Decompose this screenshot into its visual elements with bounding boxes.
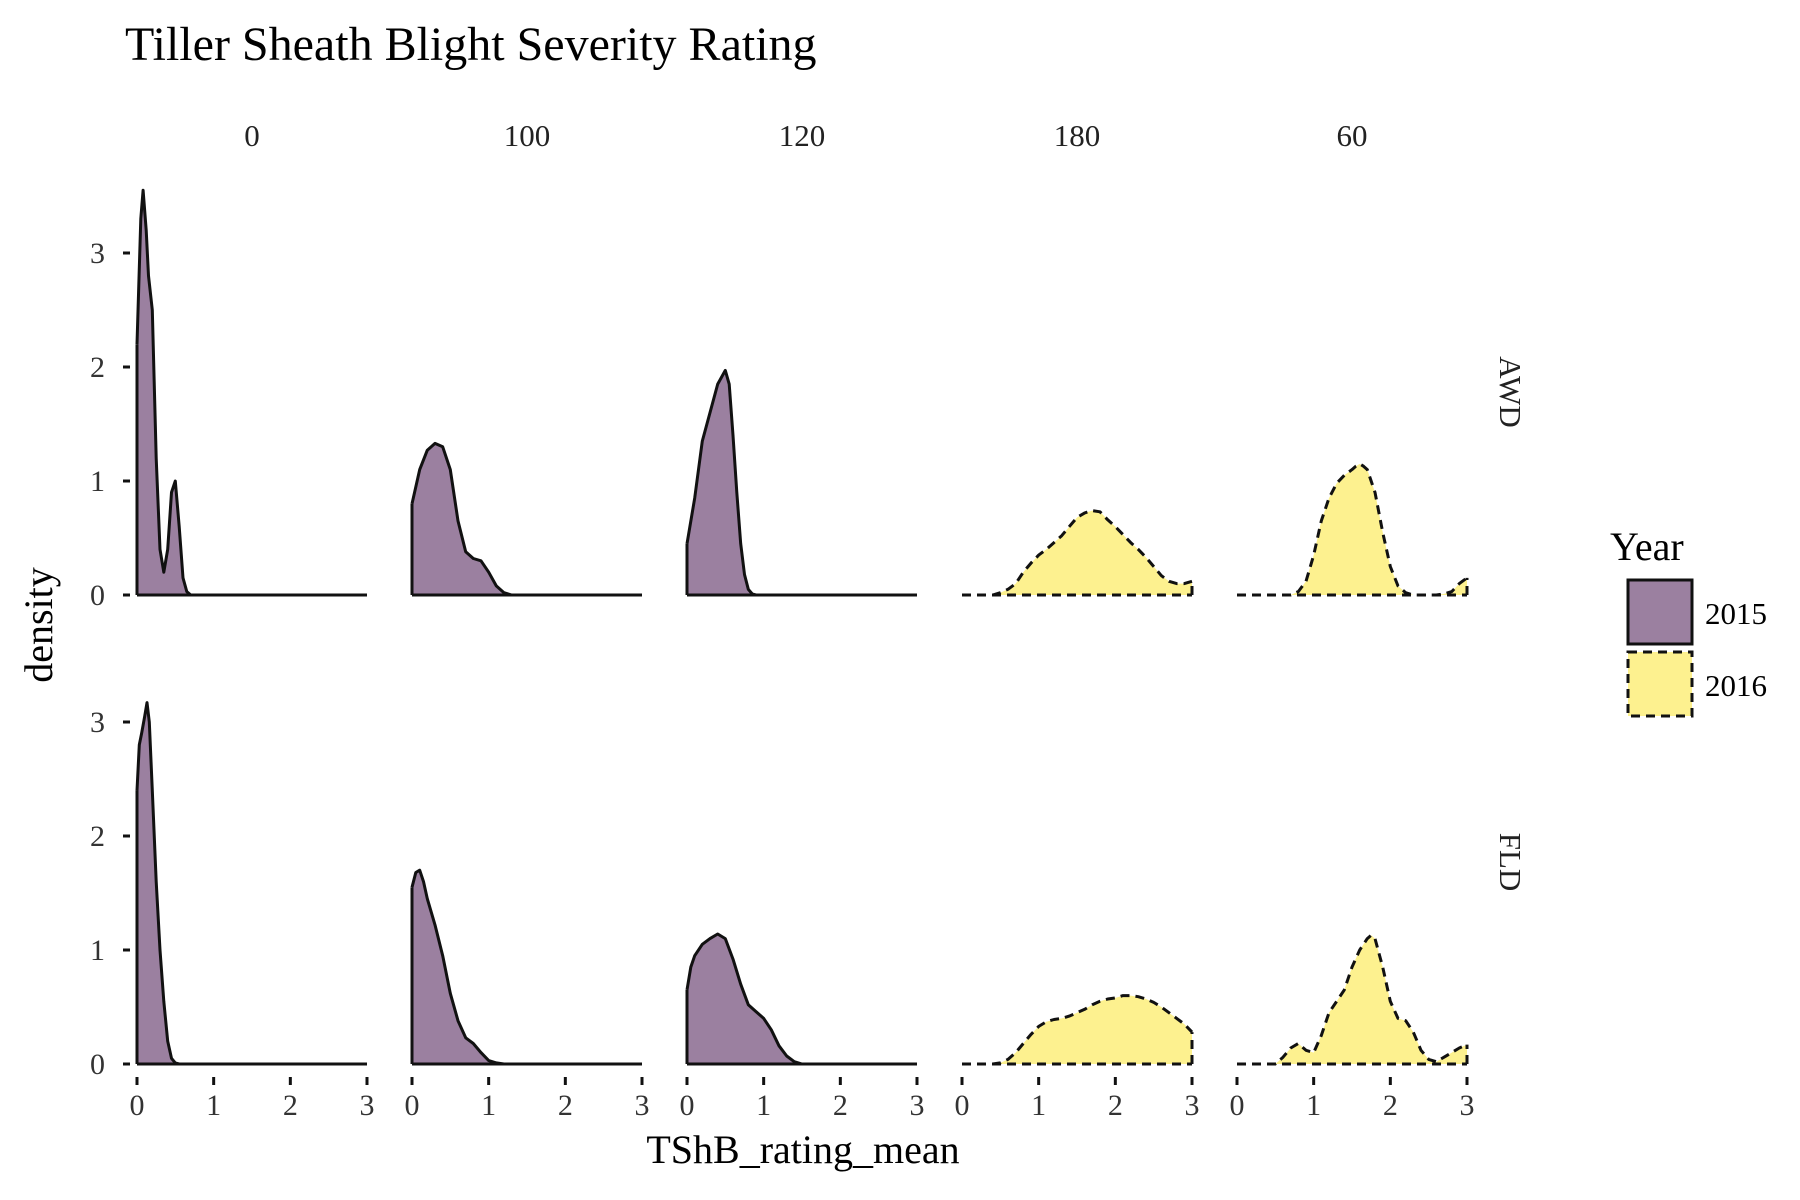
y-tick-label: 2 xyxy=(90,820,105,853)
x-axis-title: TShB_rating_mean xyxy=(646,1127,959,1172)
x-tick-label: 3 xyxy=(635,1089,650,1122)
density-panel xyxy=(685,368,917,597)
density-area xyxy=(1237,935,1467,1064)
density-area xyxy=(687,370,917,595)
x-tick-label: 3 xyxy=(1185,1089,1200,1122)
density-panel xyxy=(135,701,367,1066)
density-line xyxy=(962,509,1193,597)
x-tick-label: 3 xyxy=(360,1089,375,1122)
column-strip-label: 180 xyxy=(1054,118,1101,153)
density-area xyxy=(137,190,367,596)
y-tick-label: 0 xyxy=(90,1048,105,1081)
x-tick-label: 1 xyxy=(481,1089,496,1122)
density-area xyxy=(412,870,642,1064)
legend-key xyxy=(1626,578,1694,646)
column-strip-label: 0 xyxy=(244,118,260,153)
x-tick-label: 2 xyxy=(558,1089,573,1122)
x-tick-label: 0 xyxy=(955,1089,970,1122)
density-panel xyxy=(685,932,917,1066)
x-tick-label: 2 xyxy=(1108,1089,1123,1122)
x-tick-label: 0 xyxy=(1230,1089,1245,1122)
y-axes: 0 1 2 3 0 1 2 3 xyxy=(90,237,130,1081)
y-tick-label: 1 xyxy=(90,934,105,967)
density-area xyxy=(962,995,1192,1064)
legend-key xyxy=(1626,650,1694,718)
density-line xyxy=(685,932,917,1066)
x-tick-label: 2 xyxy=(833,1089,848,1122)
chart-title: Tiller Sheath Blight Severity Rating xyxy=(125,18,817,71)
density-area xyxy=(687,934,917,1064)
density-panel xyxy=(962,994,1194,1066)
density-panel xyxy=(962,509,1194,597)
row-strip-label: AWD xyxy=(1493,356,1528,428)
y-axis-title: density xyxy=(16,567,61,683)
density-panel xyxy=(410,868,642,1066)
x-tick-label: 1 xyxy=(1031,1089,1046,1122)
column-strips: 0 100 120 180 60 xyxy=(244,118,1367,153)
density-area xyxy=(137,702,367,1064)
density-panel xyxy=(1237,462,1469,597)
column-strip-label: 100 xyxy=(504,118,551,153)
x-tick-label: 1 xyxy=(206,1089,221,1122)
y-tick-label: 0 xyxy=(90,579,105,612)
legend-title: Year xyxy=(1610,524,1684,569)
density-panel xyxy=(410,441,642,597)
legend: Year 2015 2016 xyxy=(1610,524,1767,718)
x-tick-label: 0 xyxy=(130,1089,145,1122)
y-tick-label: 1 xyxy=(90,465,105,498)
legend-entry: 2015 xyxy=(1626,578,1767,646)
x-tick-label: 1 xyxy=(756,1089,771,1122)
density-panel xyxy=(135,188,367,597)
density-area xyxy=(412,443,642,595)
density-panel xyxy=(1237,933,1469,1066)
density-area xyxy=(1237,463,1467,595)
legend-label: 2016 xyxy=(1705,668,1767,703)
facet-panels xyxy=(135,188,1469,1066)
density-line xyxy=(135,701,367,1066)
x-tick-label: 3 xyxy=(1460,1089,1475,1122)
density-area xyxy=(962,510,1192,595)
x-tick-label: 0 xyxy=(405,1089,420,1122)
legend-label: 2015 xyxy=(1705,596,1767,631)
column-strip-label: 120 xyxy=(779,118,826,153)
density-line xyxy=(962,994,1194,1066)
y-tick-label: 2 xyxy=(90,351,105,384)
y-tick-label: 3 xyxy=(90,237,105,270)
x-tick-label: 1 xyxy=(1306,1089,1321,1122)
row-strips: AWD FLD xyxy=(1493,356,1528,891)
row-strip-label: FLD xyxy=(1493,833,1528,892)
column-strip-label: 60 xyxy=(1337,118,1368,153)
legend-entry: 2016 xyxy=(1626,650,1767,718)
x-tick-label: 2 xyxy=(283,1089,298,1122)
x-tick-label: 2 xyxy=(1383,1089,1398,1122)
y-tick-label: 3 xyxy=(90,706,105,739)
x-tick-label: 0 xyxy=(680,1089,695,1122)
x-tick-label: 3 xyxy=(910,1089,925,1122)
density-line xyxy=(1237,933,1468,1066)
